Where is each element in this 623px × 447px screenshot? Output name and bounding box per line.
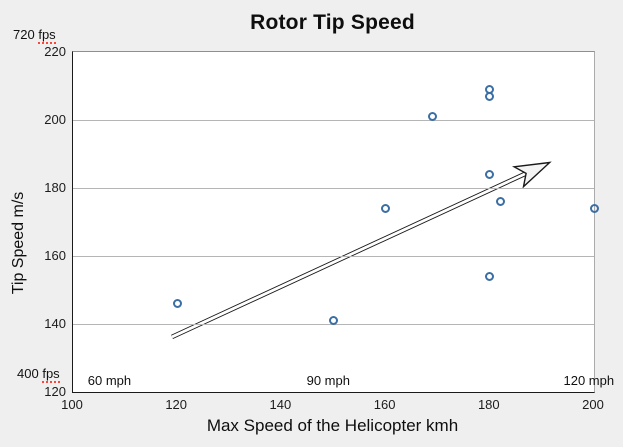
- data-point: [485, 169, 495, 179]
- gridline-y-180: [73, 188, 594, 189]
- x-tick-140: 140: [269, 397, 292, 412]
- plot-area: 60 mph 90 mph 120 mph: [72, 51, 614, 393]
- x-tick-180: 180: [477, 397, 500, 412]
- y-tick-220: 220: [44, 44, 66, 59]
- inplot-label-90-mph: 90 mph: [306, 373, 350, 388]
- trend-arrow: [171, 161, 552, 340]
- x-axis-title: Max Speed of the Helicopter kmh: [206, 416, 459, 435]
- y-tick-180: 180: [44, 180, 66, 195]
- annotation-400-value: 400: [17, 366, 39, 381]
- data-point: [485, 271, 495, 281]
- y-tick-200: 200: [44, 112, 66, 127]
- x-tick-160: 160: [373, 397, 396, 412]
- y-tick-160: 160: [44, 248, 66, 263]
- data-point: [172, 299, 182, 309]
- data-point: [485, 91, 495, 101]
- gridline-y-200: [73, 120, 594, 121]
- data-point: [589, 203, 599, 213]
- y-tick-140: 140: [44, 316, 66, 331]
- gridline-y-160: [73, 256, 594, 257]
- data-point: [427, 112, 437, 122]
- y-axis-title: Tip Speed m/s: [10, 191, 27, 295]
- annotation-400-fps: 400 fps: [17, 366, 60, 383]
- inplot-label-120-mph: 120 mph: [563, 373, 615, 388]
- annotation-720-value: 720: [13, 27, 35, 42]
- x-tick-120: 120: [165, 397, 188, 412]
- arrow-head: [511, 161, 552, 189]
- x-tick-100: 100: [61, 397, 83, 412]
- x-tick-200: 200: [582, 397, 604, 412]
- annotation-720-fps: 720 fps: [13, 27, 56, 44]
- inplot-label-60-mph: 60 mph: [87, 373, 132, 388]
- data-point: [381, 203, 391, 213]
- annotation-720-unit: fps: [38, 27, 56, 44]
- annotation-400-unit: fps: [42, 366, 60, 383]
- data-point: [329, 316, 338, 326]
- y-tick-120: 120: [44, 384, 66, 399]
- chart-title: Rotor Tip Speed: [250, 11, 415, 34]
- data-point: [495, 197, 505, 207]
